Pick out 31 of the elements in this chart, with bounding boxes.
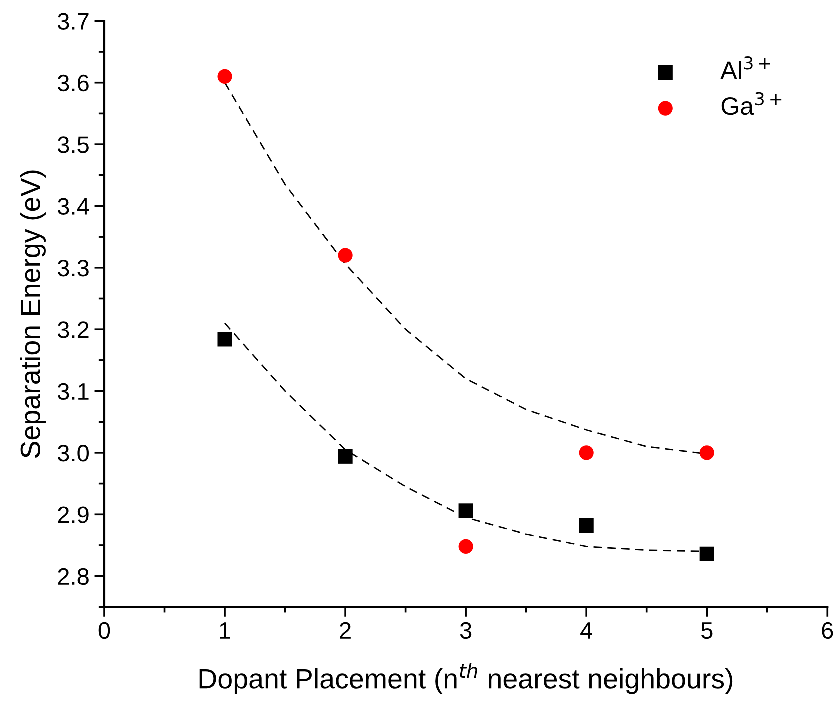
y-tick-label: 3.3 — [58, 260, 89, 277]
point — [458, 504, 474, 518]
x-tick-label: 1 — [220, 622, 230, 639]
y-tick-label: 3.6 — [58, 74, 89, 92]
y-tick-label: 3.2 — [58, 322, 89, 338]
y-tick-label: 3.0 — [58, 445, 89, 462]
x-tick-label: 5 — [701, 622, 713, 640]
x-tick-label: 4 — [580, 622, 592, 639]
x-tick-label: 2 — [340, 622, 351, 639]
x-tick-label: 6 — [822, 622, 834, 640]
legend-label: Ga$^{3+}$ — [722, 92, 782, 116]
point — [579, 446, 594, 460]
point — [338, 248, 353, 263]
y-tick-label: 3.5 — [58, 136, 89, 154]
point — [338, 449, 353, 464]
point — [218, 332, 232, 347]
y-tick-label: 3.4 — [58, 198, 90, 216]
y-tick-label: 2.8 — [58, 568, 89, 586]
x-tick-label: 0 — [98, 622, 110, 640]
y-tick-label: 3.1 — [58, 383, 89, 400]
x-tick-label: 3 — [460, 622, 472, 640]
point — [700, 546, 714, 562]
point — [458, 539, 474, 554]
x-axis-title: Dopant Placement (n$^{th}$ nearest neighbours) — [200, 663, 733, 694]
legend-label: Al$^{3+}$ — [720, 56, 770, 80]
point — [700, 446, 714, 460]
y-axis-title: Separation Energy (eV) — [20, 170, 46, 458]
y-tick-label: 3.7 — [58, 13, 89, 30]
y-tick-label: 2.9 — [58, 506, 89, 524]
point — [579, 518, 594, 534]
point — [218, 69, 232, 84]
